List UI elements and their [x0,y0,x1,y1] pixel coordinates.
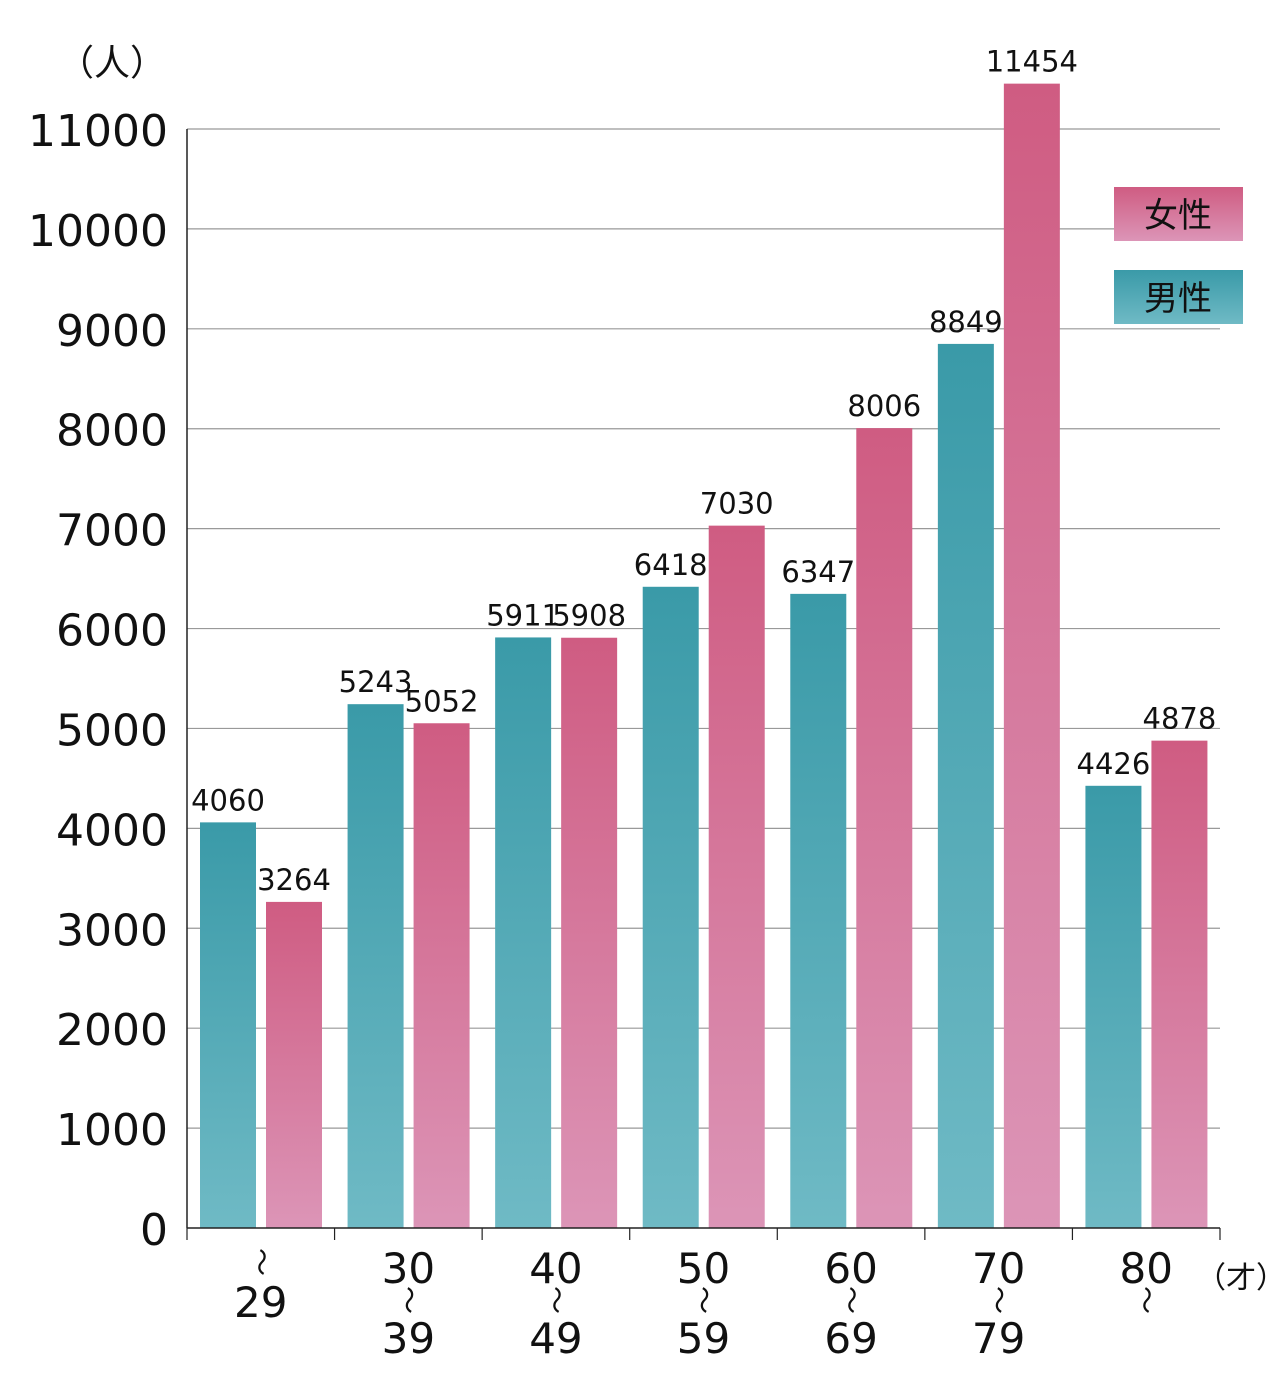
bar-male-3 [642,586,699,1228]
x-tick-separator: 〜 [539,1286,572,1314]
x-tick-to: 69 [824,1314,877,1363]
x-tick-label-6: 80〜 [1119,1244,1172,1314]
x-tick-separator: 〜 [687,1286,720,1314]
x-tick-from: 60 [824,1244,877,1293]
data-label-female-6: 4878 [1143,702,1217,736]
bar-male-1 [347,704,404,1228]
x-tick-to: 39 [382,1314,435,1363]
x-tick-separator: 〜 [1130,1286,1163,1314]
y-tick-label: 5000 [56,705,168,756]
bar-male-0 [200,822,256,1228]
bars [200,83,1208,1229]
data-label-female-5: 11454 [986,45,1078,79]
legend-label: 女性 [1144,196,1212,236]
bar-female-1 [413,723,470,1228]
x-tick-label-2: 40〜49 [529,1244,582,1363]
x-tick-separator: 〜 [982,1286,1015,1314]
y-tick-label: 1000 [56,1105,168,1156]
x-tick-from: 40 [529,1244,582,1293]
data-label-male-5: 8849 [929,305,1003,339]
y-tick-label: 10000 [28,206,168,257]
x-tick-label-5: 70〜79 [972,1244,1025,1363]
bar-female-6 [1151,740,1208,1228]
y-tick-label: 7000 [56,506,168,557]
y-tick-label: 6000 [56,606,168,657]
legend-label: 男性 [1144,279,1212,319]
x-tick-separator: 〜 [835,1286,868,1314]
bar-female-3 [708,525,765,1228]
y-tick-label: 9000 [56,306,168,357]
x-tick-label-4: 60〜69 [824,1244,877,1363]
y-tick-label: 3000 [56,905,168,956]
x-tick-from: 30 [382,1244,435,1293]
data-label-male-0: 4060 [191,783,265,817]
axes: 0 1000 2000 3000 4000 5000 6000 7000 8000 9000 100… [28,106,1221,1256]
bar-female-2 [561,637,618,1228]
data-label-male-6: 4426 [1077,747,1151,781]
bar-male-2 [495,637,552,1228]
legend-swatch [1114,187,1243,241]
x-tick-to: 79 [972,1314,1025,1363]
bar-female-0 [266,901,322,1228]
x-tick-label-1: 30〜39 [382,1244,435,1363]
x-tick-from: 80 [1119,1244,1172,1293]
data-label-male-2: 5911 [486,598,560,632]
y-tick-label: 2000 [56,1005,168,1056]
x-tick-from: 50 [677,1244,730,1293]
bar-male-4 [790,593,847,1228]
x-tick-separator: 〜 [244,1248,277,1276]
x-tick-separator: 〜 [392,1286,425,1314]
data-label-female-1: 5052 [405,684,479,718]
labels: 40603264〜295243505230〜395911590840〜49641… [191,45,1216,1363]
bar-female-5 [1003,83,1060,1229]
bar-male-6 [1085,785,1142,1228]
x-tick-to: 49 [529,1314,582,1363]
data-label-male-4: 6347 [781,555,855,589]
bar-female-4 [856,428,913,1228]
x-axis-unit-label: （才） [1196,1261,1281,1296]
gridlines [187,128,1220,1129]
y-axis-unit-label: （人） [58,43,166,84]
legend-item-female: 女性 [1114,187,1243,241]
bar-male-5 [937,343,994,1229]
y-tick-label: 4000 [56,805,168,856]
y-tick-label: 0 [140,1205,168,1256]
x-tick-label-3: 50〜59 [677,1244,730,1363]
x-tick-to: 29 [234,1278,287,1327]
legend-swatch [1114,270,1243,324]
y-tick-label: 11000 [28,106,168,157]
data-label-male-3: 6418 [634,548,708,582]
data-label-female-4: 8006 [847,389,921,423]
y-tick-label: 8000 [56,406,168,457]
data-label-male-1: 5243 [339,665,413,699]
data-label-female-3: 7030 [700,487,774,521]
data-label-female-2: 5908 [552,599,626,633]
x-tick-to: 59 [677,1314,730,1363]
x-tick-from: 70 [972,1244,1025,1293]
data-label-female-0: 3264 [257,863,331,897]
legend-item-male: 男性 [1114,270,1243,324]
x-tick-label-0: 〜29 [234,1248,287,1327]
